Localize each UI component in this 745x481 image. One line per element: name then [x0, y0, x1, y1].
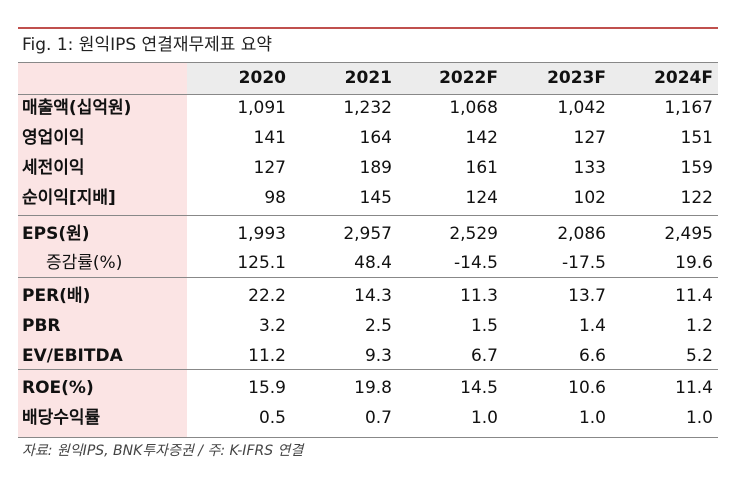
cell-value: 14.5	[460, 378, 498, 398]
cell-value: 48.4	[354, 253, 392, 273]
header-bg	[187, 62, 718, 94]
cell-value: -17.5	[562, 253, 606, 273]
cell-value: 1,167	[664, 98, 713, 118]
title: Fig. 1: 원익IPS 연결재무제표 요약	[22, 35, 273, 55]
cell-value: 189	[359, 158, 392, 178]
cell-value: 2,529	[449, 224, 498, 244]
cell-value: 2,495	[664, 224, 713, 244]
cell-value: 124	[465, 188, 498, 208]
cell-value: 122	[680, 188, 713, 208]
cell-value: 1,232	[343, 98, 392, 118]
rule	[18, 215, 718, 216]
cell-value: 164	[359, 128, 392, 148]
column-header: 2021	[344, 68, 392, 88]
column-header: 2022F	[439, 68, 498, 88]
row-label: EPS(원)	[22, 224, 90, 244]
cell-value: 5.2	[685, 346, 713, 366]
cell-value: 6.7	[470, 346, 498, 366]
cell-value: 1,042	[557, 98, 606, 118]
cell-value: 1.0	[470, 408, 498, 428]
cell-value: 141	[253, 128, 286, 148]
row-label: 배당수익률	[22, 408, 101, 428]
cell-value: 1,091	[237, 98, 286, 118]
cell-value: 133	[573, 158, 606, 178]
cell-value: 3.2	[258, 316, 286, 336]
column-header: 2023F	[547, 68, 606, 88]
row-label: 순이익[지배]	[22, 188, 116, 208]
rule	[18, 369, 718, 370]
label-column-bg	[18, 62, 187, 437]
cell-value: 142	[465, 128, 498, 148]
row-label: PER(배)	[22, 286, 91, 306]
cell-value: 2.5	[364, 316, 392, 336]
row-label: ROE(%)	[22, 378, 94, 398]
cell-value: 14.3	[354, 286, 392, 306]
cell-value: 22.2	[248, 286, 286, 306]
cell-value: 15.9	[248, 378, 286, 398]
row-label: 영업이익	[22, 128, 85, 148]
cell-value: 2,086	[557, 224, 606, 244]
cell-value: 125.1	[237, 253, 286, 273]
cell-value: 151	[680, 128, 713, 148]
rule	[18, 62, 718, 63]
rule	[18, 437, 718, 438]
cell-value: 2,957	[343, 224, 392, 244]
cell-value: 1.2	[685, 316, 713, 336]
cell-value: 159	[680, 158, 713, 178]
cell-value: 98	[264, 188, 286, 208]
cell-value: 1,993	[237, 224, 286, 244]
column-header: 2024F	[654, 68, 713, 88]
rule	[18, 277, 718, 278]
row-label: 증감률(%)	[46, 253, 123, 273]
cell-value: -14.5	[454, 253, 498, 273]
cell-value: 9.3	[364, 346, 392, 366]
cell-value: 11.4	[675, 286, 713, 306]
cell-value: 1.0	[578, 408, 606, 428]
cell-value: 11.2	[248, 346, 286, 366]
cell-value: 10.6	[568, 378, 606, 398]
row-label: 매출액(십억원)	[22, 98, 132, 118]
cell-value: 145	[359, 188, 392, 208]
cell-value: 127	[253, 158, 286, 178]
row-label: PBR	[22, 316, 61, 336]
cell-value: 11.3	[460, 286, 498, 306]
cell-value: 19.8	[354, 378, 392, 398]
cell-value: 6.6	[578, 346, 606, 366]
top-rule	[18, 27, 718, 29]
cell-value: 1.5	[470, 316, 498, 336]
cell-value: 1.4	[578, 316, 606, 336]
cell-value: 1,068	[449, 98, 498, 118]
cell-value: 1.0	[685, 408, 713, 428]
cell-value: 11.4	[675, 378, 713, 398]
source: 자료: 원익IPS, BNK투자증권 / 주: K-IFRS 연결	[22, 443, 304, 459]
row-label: EV/EBITDA	[22, 346, 123, 366]
row-label: 세전이익	[22, 158, 85, 178]
cell-value: 0.5	[258, 408, 286, 428]
column-header: 2020	[238, 68, 286, 88]
cell-value: 161	[465, 158, 498, 178]
cell-value: 13.7	[568, 286, 606, 306]
cell-value: 102	[573, 188, 606, 208]
cell-value: 19.6	[675, 253, 713, 273]
cell-value: 0.7	[364, 408, 392, 428]
rule	[18, 94, 718, 95]
cell-value: 127	[573, 128, 606, 148]
